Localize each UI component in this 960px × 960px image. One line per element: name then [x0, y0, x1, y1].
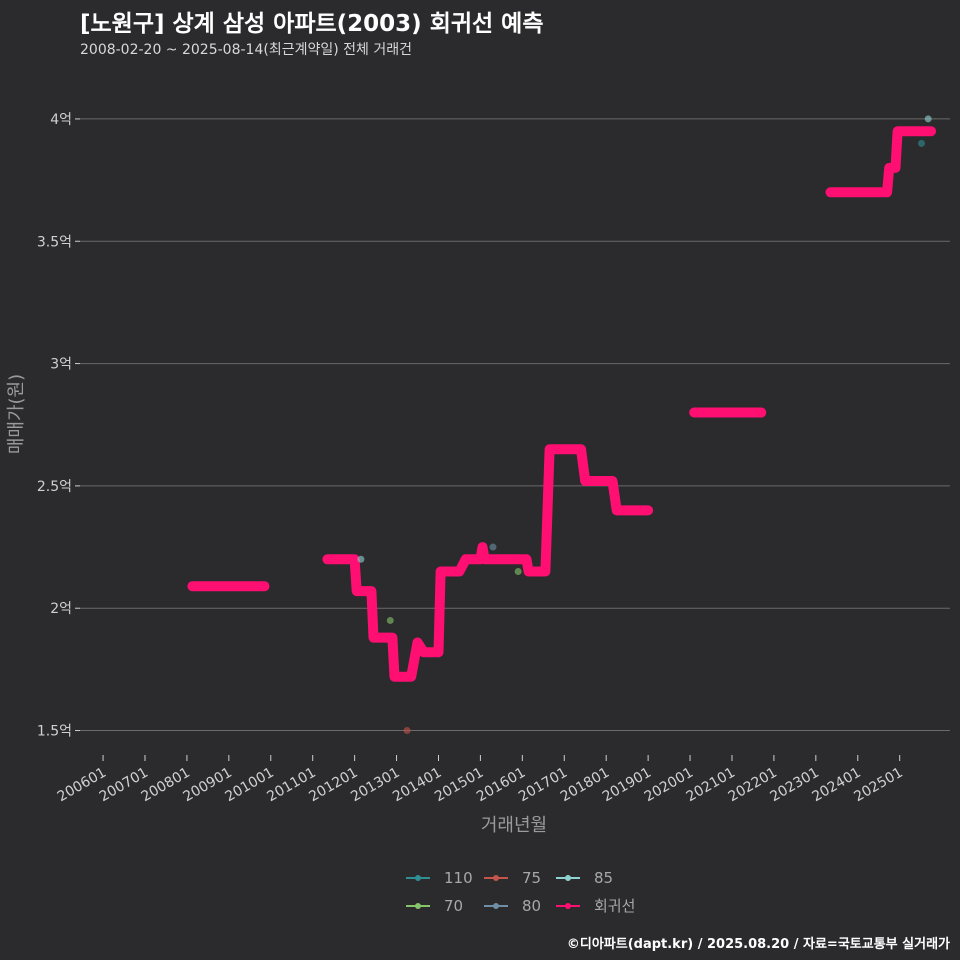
legend-item: 회귀선 — [556, 897, 635, 915]
regression-line-segment — [825, 126, 937, 198]
x-tick-label: 202501 — [851, 765, 905, 806]
data-point-85 — [924, 115, 932, 123]
y-tick-label: 2.5억 — [37, 479, 72, 495]
legend-item: 85 — [556, 869, 613, 887]
y-tick-label: 4억 — [50, 112, 72, 128]
x-axis-title: 거래년월 — [481, 815, 547, 836]
y-axis-title: 매매가(원) — [6, 374, 27, 454]
legend-key-dot — [565, 875, 571, 881]
grid-lines — [80, 118, 950, 732]
legend-key-dot — [415, 875, 421, 881]
data-point-85 — [357, 555, 365, 563]
data-point-70 — [514, 568, 522, 576]
x-axis-ticks: 2006012007012008012009012010012011012012… — [55, 755, 906, 805]
legend-label: 85 — [594, 869, 613, 887]
y-tick-label: 3억 — [50, 357, 72, 373]
legend-label: 75 — [522, 869, 541, 887]
legend-key-dot — [565, 903, 571, 909]
legend-key-dot — [493, 875, 499, 881]
regression-line-segment — [322, 444, 654, 682]
data-point-80 — [489, 543, 497, 551]
plot-area — [187, 115, 937, 735]
legend-label: 회귀선 — [594, 897, 635, 915]
legend-key-dot — [493, 903, 499, 909]
footer-credit: ©디아파트(dapt.kr) / 2025.08.20 / 자료=국토교통부 실… — [566, 937, 950, 952]
y-tick-label: 1.5억 — [37, 724, 72, 740]
chart-title: [노원구] 상계 삼성 아파트(2003) 회귀선 예측 — [80, 11, 544, 37]
legend-label: 80 — [522, 897, 541, 915]
y-tick-label: 3.5억 — [37, 234, 72, 250]
legend-item: 80 — [484, 897, 541, 915]
legend-item: 75 — [484, 869, 541, 887]
legend-item: 110 — [406, 869, 473, 887]
y-axis-ticks: 1.5억 2억 2.5억 3억 3.5억 4억 — [37, 112, 80, 740]
legend-item: 70 — [406, 897, 463, 915]
data-point-75 — [403, 727, 411, 735]
data-point-70 — [386, 616, 394, 624]
legend-label: 70 — [444, 897, 463, 915]
data-point-110 — [917, 139, 925, 147]
legend: 110 75 85 70 80 회귀선 — [406, 869, 635, 915]
y-tick-label: 2억 — [50, 601, 72, 617]
legend-label: 110 — [444, 869, 473, 887]
legend-key-dot — [415, 903, 421, 909]
chart-subtitle: 2008-02-20 ~ 2025-08-14(최근계약일) 전체 거래건 — [80, 42, 412, 58]
